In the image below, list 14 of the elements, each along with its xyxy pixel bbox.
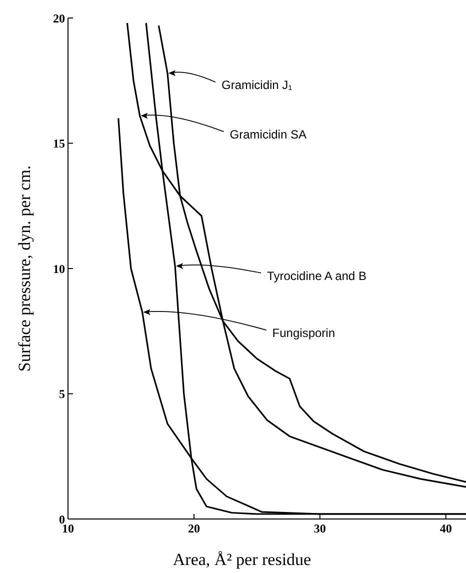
x-tick-label: 30 [314, 522, 326, 536]
annotation: Gramicidin SA [230, 128, 306, 142]
y-tick-label: 10 [53, 262, 65, 276]
y-tick-label: 5 [59, 387, 65, 402]
x-tick-label: 20 [188, 522, 200, 536]
annotation: Tyrocidine A and B [267, 269, 366, 284]
y-axis-title: Surface pressure, dyn. per cm. [14, 165, 34, 372]
y-tick-label: 20 [53, 11, 65, 26]
annotation: Fungisporin [272, 326, 336, 340]
x-tick-label: 40 [440, 522, 452, 536]
y-tick-label: 15 [53, 136, 65, 151]
y-tick-label: 0 [59, 512, 65, 526]
x-axis-title: Area, Å² per residue [172, 550, 312, 569]
annotation: Gramicidin J₁ [222, 78, 292, 92]
